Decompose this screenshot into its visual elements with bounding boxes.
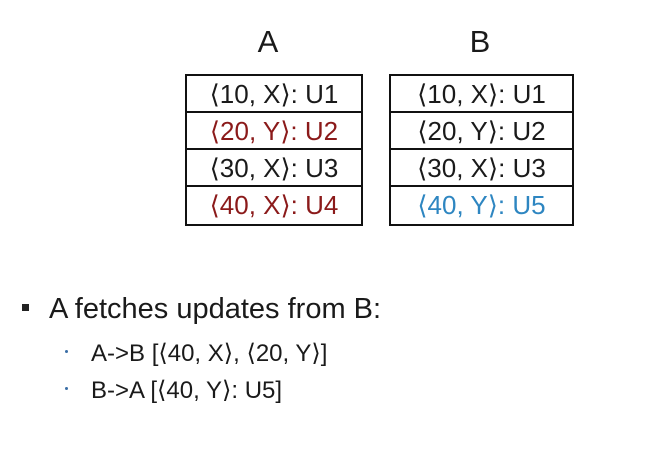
log-entry: ⟨20, Y⟩: U2 [391,113,572,150]
sub-bullet: A->B [⟨40, X⟩, ⟨20, Y⟩] [65,338,327,370]
log-entry: ⟨20, Y⟩: U2 [187,113,361,150]
log-entry: ⟨40, X⟩: U4 [209,190,339,220]
dot-bullet-icon [65,350,68,354]
square-bullet-icon [22,303,29,311]
replica-b-log-table: ⟨10, X⟩: U1 ⟨20, Y⟩: U2 ⟨30, X⟩: U3 ⟨40,… [389,74,574,226]
sub-bullet-text: A->B [⟨40, X⟩, ⟨20, Y⟩] [91,340,328,367]
log-entry: ⟨10, X⟩: U1 [187,76,361,113]
replica-a-title: A [257,24,279,59]
log-entry: ⟨10, X⟩: U1 [391,76,572,113]
sub-bullet: B->A [⟨40, Y⟩: U5] [65,375,282,407]
log-entry: ⟨30, X⟩: U3 [187,150,361,187]
log-entry: ⟨40, Y⟩: U5 [417,190,546,220]
dot-bullet-icon [65,387,68,391]
main-bullet: A fetches updates from B: [22,290,381,328]
log-entry: ⟨30, X⟩: U3 [391,150,572,187]
sub-bullet-text: B->A [⟨40, Y⟩: U5] [91,377,283,404]
replica-b-title: B [469,24,491,59]
main-bullet-text: A fetches updates from B: [49,293,382,325]
replica-a-log-table: ⟨10, X⟩: U1 ⟨20, Y⟩: U2 ⟨30, X⟩: U3 ⟨40,… [185,74,363,226]
